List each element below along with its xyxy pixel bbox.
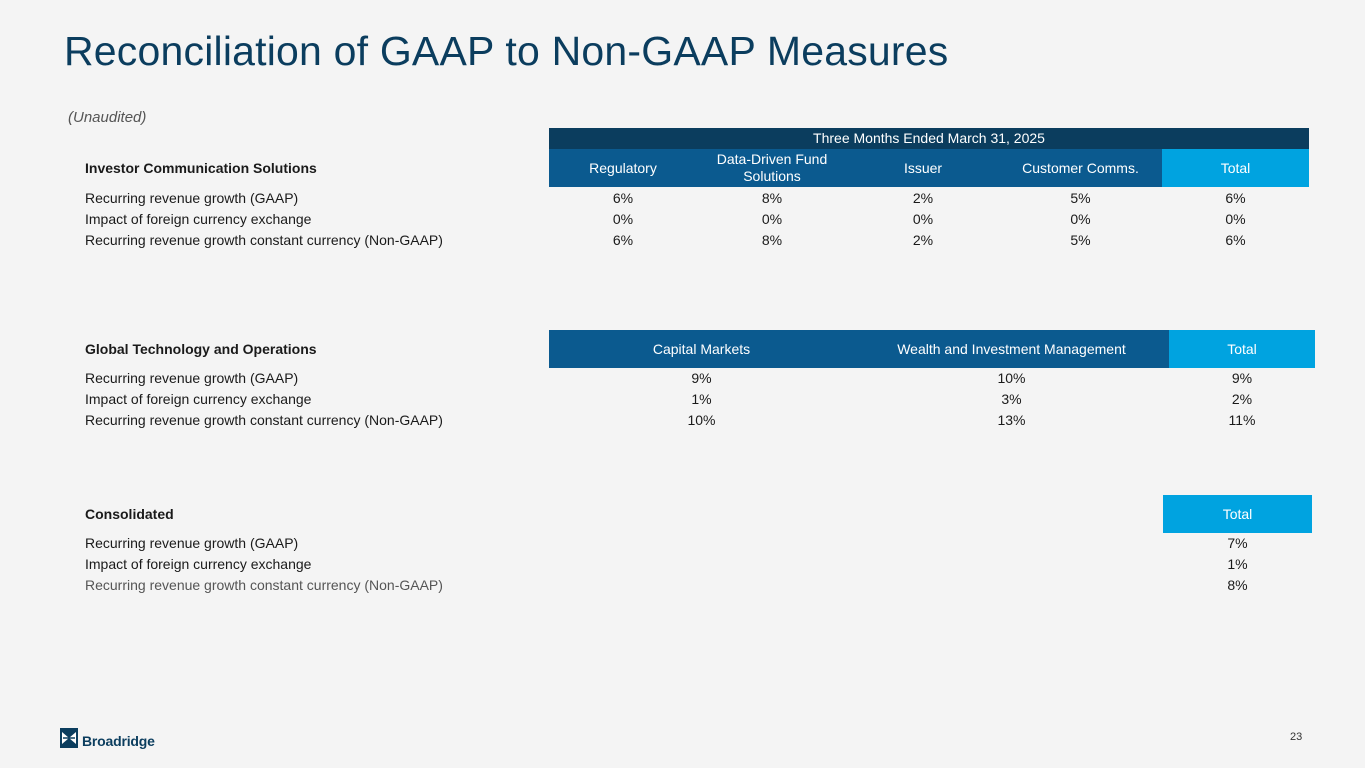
value-cell: 0% <box>761 211 783 227</box>
row-label-constant-currency: Recurring revenue growth constant curren… <box>85 412 443 428</box>
col-header-issuer: Issuer <box>847 149 999 187</box>
value-cell: 13% <box>997 412 1026 428</box>
consolidated-section-label: Consolidated <box>85 506 174 522</box>
row-label-fx: Impact of foreign currency exchange <box>85 391 312 407</box>
broadridge-logo-text: Broadridge <box>82 732 155 749</box>
row-label-fx: Impact of foreign currency exchange <box>85 556 312 572</box>
value-cell: 6% <box>1225 190 1246 206</box>
value-cell: 11% <box>1228 412 1256 428</box>
value-cell: 10% <box>997 370 1026 386</box>
value-cell: 9% <box>1231 370 1253 386</box>
page-title: Reconciliation of GAAP to Non-GAAP Measu… <box>64 28 949 74</box>
col-header-customer-comms: Customer Comms. <box>999 149 1162 187</box>
value-cell: 0% <box>612 211 634 227</box>
col-header-total: Total <box>1169 330 1315 368</box>
broadridge-logo: Broadridge <box>60 728 155 753</box>
value-cell: 9% <box>691 370 712 386</box>
page-number: 23 <box>1290 731 1303 743</box>
row-label-constant-currency: Recurring revenue growth constant curren… <box>85 232 443 248</box>
value-cell: 2% <box>912 190 934 206</box>
value-cell: 5% <box>1070 190 1091 206</box>
period-header: Three Months Ended March 31, 2025 <box>549 128 1309 149</box>
value-cell: 2% <box>912 232 934 248</box>
ics-section-label: Investor Communication Solutions <box>85 160 317 176</box>
value-cell: 8% <box>1227 577 1248 593</box>
row-label-constant-currency: Recurring revenue growth constant curren… <box>85 577 443 593</box>
value-cell: 1% <box>691 391 712 407</box>
value-cell: 7% <box>1227 535 1248 551</box>
value-cell: 0% <box>912 211 934 227</box>
value-cell: 10% <box>687 412 716 428</box>
value-cell: 6% <box>612 232 634 248</box>
value-cell: 0% <box>1070 211 1091 227</box>
value-cell: 3% <box>1001 391 1022 407</box>
unaudited-note: (Unaudited) <box>68 109 147 126</box>
row-label-fx: Impact of foreign currency exchange <box>85 211 312 227</box>
broadridge-logo-icon <box>60 728 78 753</box>
row-label-gaap: Recurring revenue growth (GAAP) <box>85 535 299 551</box>
value-cell: 2% <box>1231 391 1253 407</box>
value-cell: 8% <box>761 190 783 206</box>
value-cell: 1% <box>1227 556 1248 572</box>
row-label-gaap: Recurring revenue growth (GAAP) <box>85 190 299 206</box>
value-cell: 5% <box>1070 232 1091 248</box>
col-header-total: Total <box>1163 495 1312 533</box>
value-cell: 6% <box>1225 232 1246 248</box>
value-cell: 0% <box>1225 211 1246 227</box>
col-header-regulatory: Regulatory <box>549 149 697 187</box>
row-label-gaap: Recurring revenue growth (GAAP) <box>85 370 299 386</box>
col-header-total: Total <box>1162 149 1309 187</box>
gto-section-label: Global Technology and Operations <box>85 341 317 357</box>
col-header-wealth-investment-management: Wealth and Investment Management <box>854 330 1169 368</box>
value-cell: 8% <box>761 232 783 248</box>
col-header-capital-markets: Capital Markets <box>549 330 854 368</box>
col-header-data-driven-fund-solutions: Data-Driven Fund Solutions <box>697 149 847 187</box>
value-cell: 6% <box>612 190 634 206</box>
